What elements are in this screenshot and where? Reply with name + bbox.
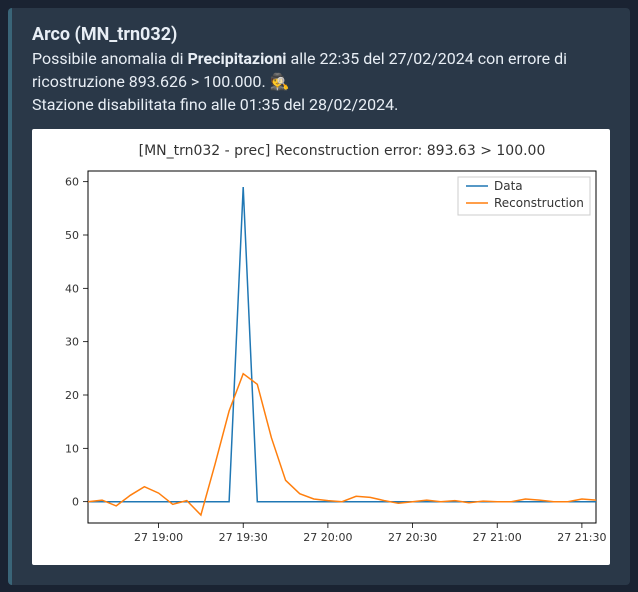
legend-label: Data	[494, 179, 523, 193]
reconstruction-chart: [MN_trn032 - prec] Reconstruction error:…	[40, 137, 610, 557]
chart-container: [MN_trn032 - prec] Reconstruction error:…	[32, 129, 610, 565]
chart-title: [MN_trn032 - prec] Reconstruction error:…	[139, 143, 546, 159]
x-tick-label: 27 21:00	[473, 531, 522, 544]
anomaly-description: Possibile anomalia di Precipitazioni all…	[32, 47, 610, 117]
x-tick-label: 27 19:00	[134, 531, 183, 544]
detective-icon: 🕵️	[270, 72, 290, 91]
y-tick-label: 50	[65, 229, 79, 242]
desc-line2: Stazione disabilitata fino alle 01:35 de…	[32, 95, 398, 114]
series-data	[88, 187, 596, 502]
y-tick-label: 0	[72, 495, 79, 508]
card-header: Arco (MN_trn032) Possibile anomalia di P…	[32, 24, 610, 117]
series-reconstruction	[88, 373, 596, 514]
x-tick-label: 27 20:00	[303, 531, 352, 544]
x-tick-label: 27 19:30	[219, 531, 268, 544]
x-tick-label: 27 20:30	[388, 531, 437, 544]
y-tick-label: 10	[65, 442, 79, 455]
desc-metric: Precipitazioni	[187, 49, 286, 68]
y-tick-label: 60	[65, 175, 79, 188]
y-tick-label: 40	[65, 282, 79, 295]
desc-pre: Possibile anomalia di	[32, 49, 187, 68]
x-tick-label: 27 21:30	[557, 531, 606, 544]
anomaly-card: Arco (MN_trn032) Possibile anomalia di P…	[8, 8, 630, 585]
station-title: Arco (MN_trn032)	[32, 24, 610, 45]
y-tick-label: 20	[65, 389, 79, 402]
legend-label: Reconstruction	[494, 196, 584, 210]
y-tick-label: 30	[65, 335, 79, 348]
plot-frame	[88, 171, 596, 523]
